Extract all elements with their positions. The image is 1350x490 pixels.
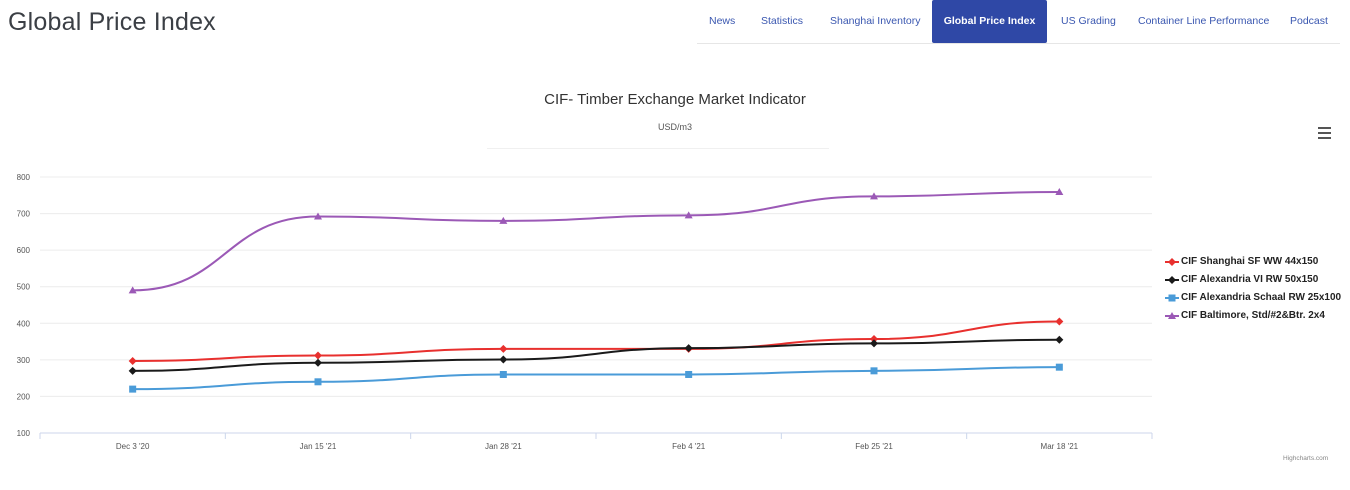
series-line	[132, 366, 1060, 391]
data-point	[870, 192, 878, 200]
data-point	[499, 216, 508, 224]
nav-item-news[interactable]: News	[709, 15, 736, 27]
legend-symbol	[1165, 258, 1179, 266]
chart-legend: CIF Shanghai SF WW 44x150 CIF Alexandria …	[1165, 253, 1341, 325]
x-tick-label: Jan 28 '21	[485, 442, 522, 451]
data-point	[1055, 317, 1064, 326]
legend-item[interactable]: CIF Alexandria VI RW 50x150	[1165, 271, 1341, 289]
series-line	[132, 338, 1060, 372]
page-title: Global Price Index	[8, 8, 216, 36]
y-tick-label: 400	[17, 319, 31, 328]
data-point	[685, 370, 693, 378]
hamburger-icon[interactable]	[1318, 127, 1331, 139]
y-tick-label: 600	[17, 246, 31, 255]
legend-label: CIF Baltimore, Std/#2&Btr. 2x4	[1181, 310, 1325, 321]
legend-item[interactable]: CIF Shanghai SF WW 44x150	[1165, 253, 1341, 271]
nav-item-global-price-index[interactable]: Global Price Index	[932, 0, 1047, 43]
highcharts-credits[interactable]: Highcharts.com	[1283, 455, 1329, 462]
data-point	[128, 366, 137, 375]
y-tick-label: 700	[17, 210, 31, 219]
x-tick-label: Dec 3 '20	[116, 442, 150, 451]
y-tick-label: 200	[17, 392, 31, 401]
y-tick-label: 500	[17, 283, 31, 292]
data-point	[314, 378, 322, 386]
chart-title: CIF- Timber Exchange Market Indicator	[544, 91, 806, 108]
legend-symbol	[1165, 312, 1179, 319]
data-point	[314, 212, 322, 220]
data-point	[870, 335, 878, 344]
x-tick-label: Jan 15 '21	[300, 442, 337, 451]
series-line	[132, 320, 1060, 362]
subtitle-divider	[487, 148, 829, 149]
x-tick-label: Feb 25 '21	[855, 442, 893, 451]
legend-label: CIF Alexandria VI RW 50x150	[1181, 274, 1319, 285]
data-point	[1055, 363, 1063, 371]
top-nav: News Statistics Shanghai Inventory Globa…	[697, 0, 1340, 44]
data-point	[128, 356, 137, 365]
data-point	[129, 385, 137, 393]
y-tick-label: 300	[17, 356, 31, 365]
nav-item-us-grading[interactable]: US Grading	[1061, 15, 1116, 27]
x-tick-label: Mar 18 '21	[1041, 442, 1079, 451]
y-tick-label: 100	[17, 429, 31, 438]
chart-subtitle: USD/m3	[657, 122, 692, 132]
nav-item-container-line-performance[interactable]: Container Line Performance	[1138, 15, 1270, 27]
series-line	[132, 190, 1060, 292]
data-point	[870, 367, 878, 375]
nav-item-statistics[interactable]: Statistics	[761, 15, 804, 27]
legend-item[interactable]: CIF Alexandria Schaal RW 25x100	[1165, 289, 1341, 307]
y-tick-label: 800	[17, 173, 31, 182]
legend-label: CIF Shanghai SF WW 44x150	[1181, 256, 1319, 267]
data-point	[1055, 187, 1064, 195]
legend-label: CIF Alexandria Schaal RW 25x100	[1181, 292, 1342, 303]
data-point	[870, 339, 878, 348]
data-point	[684, 344, 693, 353]
data-point	[314, 358, 322, 367]
nav-item-podcast[interactable]: Podcast	[1290, 15, 1328, 27]
data-point	[314, 351, 322, 360]
data-point	[499, 344, 508, 353]
nav-item-shanghai-inventory[interactable]: Shanghai Inventory	[830, 15, 921, 27]
data-point	[499, 370, 507, 378]
data-point	[499, 355, 508, 364]
legend-symbol	[1165, 294, 1179, 302]
data-point	[128, 286, 137, 294]
data-point	[684, 211, 693, 219]
x-tick-label: Feb 4 '21	[672, 442, 706, 451]
legend-item[interactable]: CIF Baltimore, Std/#2&Btr. 2x4	[1165, 307, 1341, 325]
line-chart: 800 700 600 500 400 300 200 100 Dec 3 '20 Jan 15 …	[17, 173, 1153, 451]
data-point	[1055, 335, 1064, 344]
legend-symbol	[1165, 276, 1179, 284]
